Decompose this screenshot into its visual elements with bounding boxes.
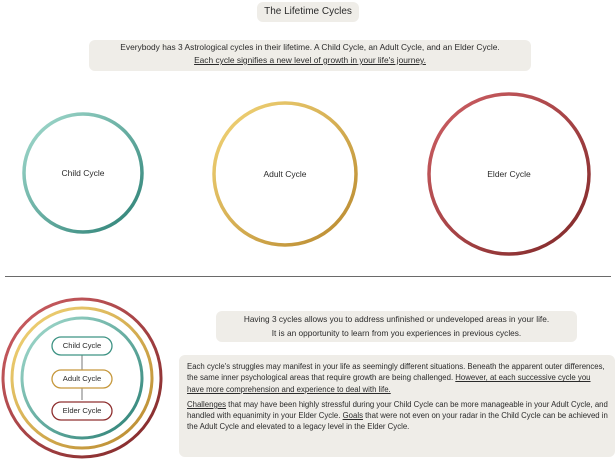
middle-line-1: Having 3 cycles allows you to address un…	[243, 314, 550, 324]
nested-child-ring	[20, 316, 144, 440]
paragraph-1-underlined: However, at each successive cycle you ha…	[187, 373, 591, 394]
paragraph-2-text-b: that were not even on your radar in the …	[187, 411, 608, 432]
page-title: The Lifetime Cycles	[257, 2, 359, 22]
paragraph-2: Challenges that may have been highly str…	[187, 399, 609, 433]
intro-line-2: Each cycle signifies a new level of grow…	[194, 55, 426, 65]
intro-line-1: Everybody has 3 Astrological cycles in t…	[120, 42, 500, 52]
section-divider	[5, 276, 611, 277]
child-cycle-label: Child Cycle	[61, 168, 105, 178]
paragraph-1-text: Each cycle's struggles may manifest in y…	[187, 362, 605, 383]
cycle-circles-diagram	[22, 92, 591, 256]
middle-box: Having 3 cycles allows you to address un…	[216, 311, 577, 342]
nested-child-pill	[51, 336, 113, 356]
intro-box: Everybody has 3 Astrological cycles in t…	[89, 40, 531, 71]
challenges-word: Challenges	[187, 399, 227, 409]
elder-cycle-label: Elder Cycle	[487, 169, 531, 179]
child-cycle-circle	[22, 112, 144, 234]
nested-elder-pill	[51, 401, 113, 421]
nested-elder-ring	[1, 297, 163, 459]
paragraph-1: Each cycle's struggles may manifest in y…	[187, 361, 609, 395]
nested-adult-pill	[51, 369, 113, 389]
nested-cycles-diagram	[1, 297, 163, 459]
nested-adult-ring	[10, 306, 154, 450]
middle-line-2: It is an opportunity to learn from you e…	[271, 328, 522, 338]
adult-cycle-label: Adult Cycle	[263, 169, 307, 179]
nested-elder-label: Elder Cycle	[62, 406, 102, 415]
explanation-box: Each cycle's struggles may manifest in y…	[179, 355, 615, 457]
nested-adult-label: Adult Cycle	[62, 374, 102, 383]
elder-cycle-circle	[427, 92, 591, 256]
paragraph-2-text-a: that may have been highly stressful duri…	[187, 399, 608, 421]
goals-word: Goals	[342, 411, 363, 421]
nested-child-label: Child Cycle	[62, 341, 102, 350]
adult-cycle-circle	[212, 101, 358, 247]
